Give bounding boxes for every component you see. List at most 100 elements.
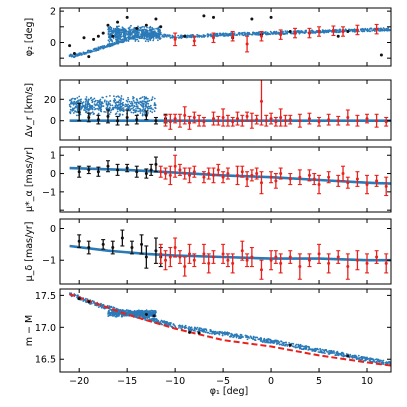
black-member-point bbox=[77, 110, 81, 114]
model-point bbox=[109, 111, 112, 114]
red-member-point bbox=[375, 119, 379, 123]
model-point bbox=[153, 32, 156, 34]
black-member-point bbox=[144, 255, 148, 259]
red-member-point bbox=[226, 172, 230, 176]
red-member-point bbox=[192, 170, 196, 174]
model-point bbox=[75, 101, 78, 103]
model-point bbox=[85, 96, 88, 98]
model-point bbox=[259, 337, 262, 340]
model-point bbox=[322, 351, 325, 354]
model-point bbox=[118, 36, 120, 38]
model-point bbox=[68, 103, 71, 106]
model-point bbox=[264, 32, 267, 34]
model-point bbox=[223, 332, 225, 335]
model-point bbox=[90, 106, 93, 109]
model-point bbox=[299, 347, 302, 350]
model-point bbox=[93, 50, 95, 52]
model-point bbox=[248, 337, 251, 339]
red-member-point bbox=[231, 120, 235, 124]
model-point bbox=[93, 112, 95, 115]
x-tick-label: 5 bbox=[316, 376, 322, 387]
model-point bbox=[131, 103, 134, 105]
model-point bbox=[246, 34, 249, 36]
black-member-point bbox=[154, 162, 158, 166]
model-point bbox=[75, 104, 78, 106]
model-point bbox=[373, 360, 375, 362]
model-point bbox=[190, 34, 193, 37]
model-point bbox=[74, 55, 76, 58]
model-point bbox=[153, 102, 156, 104]
model-point bbox=[125, 99, 128, 102]
model-point bbox=[129, 34, 132, 37]
black-member-point bbox=[82, 36, 86, 40]
model-point bbox=[280, 340, 282, 343]
model-point bbox=[69, 111, 71, 114]
model-point bbox=[134, 111, 137, 113]
model-point bbox=[126, 105, 128, 108]
model-point bbox=[355, 355, 358, 358]
red-member-point bbox=[355, 119, 359, 123]
model-point bbox=[388, 361, 391, 364]
model-point bbox=[153, 317, 156, 320]
model-point bbox=[107, 28, 109, 31]
model-point bbox=[83, 109, 85, 111]
model-point bbox=[111, 44, 113, 47]
model-point bbox=[258, 31, 260, 34]
model-point bbox=[196, 35, 199, 38]
black-member-point bbox=[346, 30, 350, 34]
black-member-point bbox=[212, 15, 216, 19]
x-tick-label: −5 bbox=[216, 376, 230, 387]
model-point bbox=[116, 313, 119, 316]
model-point bbox=[202, 330, 205, 333]
black-member-point bbox=[101, 242, 105, 246]
red-member-point bbox=[164, 258, 168, 262]
model-point bbox=[133, 96, 135, 99]
model-point bbox=[154, 104, 157, 107]
red-member-point bbox=[355, 28, 359, 32]
model-point bbox=[117, 37, 120, 40]
red-member-point bbox=[202, 252, 206, 256]
model-point bbox=[218, 330, 221, 333]
model-point bbox=[156, 32, 159, 35]
model-point bbox=[178, 324, 181, 327]
model-point bbox=[202, 328, 205, 331]
red-member-point bbox=[298, 175, 302, 179]
black-member-point bbox=[144, 113, 148, 117]
model-point bbox=[210, 329, 212, 332]
model-point bbox=[264, 341, 266, 344]
model-point bbox=[206, 331, 209, 334]
model-point bbox=[357, 354, 360, 357]
model-point bbox=[120, 95, 123, 97]
model-point bbox=[99, 98, 102, 101]
model-point bbox=[116, 107, 119, 110]
black-member-point bbox=[106, 114, 110, 118]
model-point bbox=[138, 33, 140, 35]
model-point bbox=[143, 95, 146, 98]
red-member-point bbox=[197, 119, 201, 123]
model-point bbox=[149, 314, 152, 317]
model-point bbox=[85, 53, 87, 55]
model-point bbox=[161, 323, 164, 326]
model-point bbox=[140, 26, 143, 29]
red-member-point bbox=[183, 172, 187, 176]
model-point bbox=[157, 320, 160, 323]
model-point bbox=[119, 108, 121, 111]
red-member-point bbox=[375, 179, 379, 183]
model-point bbox=[155, 27, 158, 30]
model-point bbox=[132, 31, 135, 33]
model-point bbox=[108, 43, 111, 46]
model-point bbox=[118, 30, 121, 33]
red-member-point bbox=[183, 113, 187, 117]
red-member-point bbox=[269, 258, 273, 262]
model-point bbox=[247, 32, 250, 34]
y-tick-label: 0 bbox=[50, 169, 56, 180]
model-point bbox=[125, 31, 128, 33]
model-point bbox=[148, 99, 151, 102]
model-point bbox=[133, 101, 136, 104]
black-member-point bbox=[77, 297, 81, 301]
y-tick-label: 2 bbox=[50, 7, 56, 18]
model-point bbox=[273, 30, 276, 33]
black-member-point bbox=[144, 23, 148, 27]
model-point bbox=[105, 95, 108, 98]
model-point bbox=[228, 332, 230, 335]
